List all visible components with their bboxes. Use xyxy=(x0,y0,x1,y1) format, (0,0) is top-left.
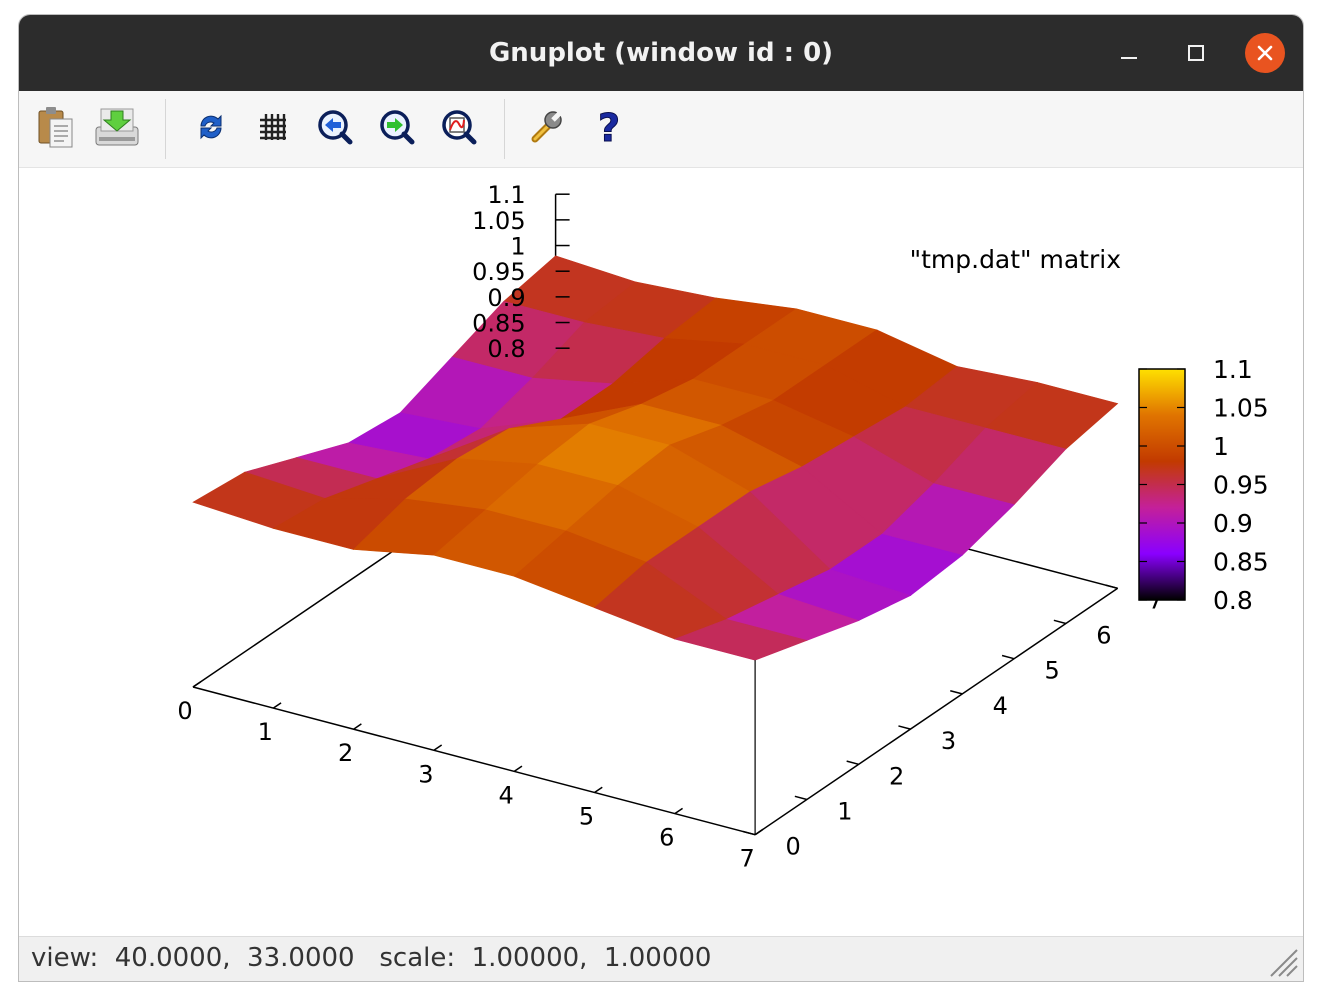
x-tick xyxy=(594,786,603,794)
export-icon xyxy=(95,108,139,146)
y-tick xyxy=(794,795,808,801)
colorbox-tick-label: 1.05 xyxy=(1213,394,1269,423)
legend-label: "tmp.dat" matrix xyxy=(910,245,1121,274)
help-button[interactable]: ? xyxy=(585,103,633,151)
z-tick-label: 0.95 xyxy=(472,258,525,286)
minimize-icon xyxy=(1121,57,1137,59)
x-tick xyxy=(353,723,362,730)
close-button[interactable] xyxy=(1245,33,1285,73)
settings-wrench-icon xyxy=(531,110,563,143)
title-bar[interactable]: Gnuplot (window id : 0) xyxy=(19,15,1303,91)
zoom-next-button[interactable] xyxy=(373,103,421,151)
toolbar-separator xyxy=(165,99,166,159)
grid-icon xyxy=(260,114,286,140)
status-bar: view: 40.0000, 33.0000 scale: 1.00000, 1… xyxy=(19,936,1303,981)
z-tick-label: 1.05 xyxy=(472,207,525,235)
surface-plot[interactable]: 01234567012345670.80.850.90.9511.051.1"t… xyxy=(19,168,1303,936)
colorbox-tick-label: 0.85 xyxy=(1213,548,1269,577)
toolbar-separator xyxy=(504,99,505,159)
z-tick-label: 0.85 xyxy=(472,310,525,338)
x-tick-label: 0 xyxy=(177,697,192,725)
zoom-next-icon xyxy=(380,110,415,145)
zoom-previous-icon xyxy=(318,110,353,145)
grid-button[interactable] xyxy=(249,103,297,151)
x-tick xyxy=(433,744,443,751)
y-tick xyxy=(742,830,756,836)
replot-button[interactable] xyxy=(187,103,235,151)
zoom-previous-button[interactable] xyxy=(311,103,359,151)
y-tick xyxy=(1001,654,1015,660)
colorbox-tick-label: 1 xyxy=(1213,432,1229,461)
y-tick xyxy=(1105,584,1118,590)
y-tick xyxy=(898,725,911,730)
svg-text:?: ? xyxy=(598,108,620,146)
settings-button[interactable] xyxy=(523,103,571,151)
status-text: view: 40.0000, 33.0000 scale: 1.00000, 1… xyxy=(31,943,712,973)
maximize-button[interactable] xyxy=(1176,33,1216,73)
autoscale-icon xyxy=(442,110,477,145)
minimize-button[interactable] xyxy=(1109,33,1149,73)
x-tick xyxy=(192,681,202,688)
x-tick-label: 7 xyxy=(739,845,754,873)
y-tick-label: 0 xyxy=(785,833,800,861)
x-tick-label: 6 xyxy=(659,824,674,852)
x-tick xyxy=(754,828,764,836)
z-tick-label: 1.1 xyxy=(487,181,525,209)
x-tick-label: 4 xyxy=(499,781,514,809)
x-axis-line xyxy=(192,686,756,836)
y-tick-label: 4 xyxy=(993,692,1008,720)
y-tick-label: 2 xyxy=(889,762,904,790)
colorbox-tick-label: 0.95 xyxy=(1213,471,1269,500)
x-tick-label: 5 xyxy=(579,803,594,831)
close-icon xyxy=(1257,45,1273,61)
surface-patch xyxy=(673,618,808,661)
window-title: Gnuplot (window id : 0) xyxy=(488,38,834,68)
maximize-icon xyxy=(1188,45,1204,61)
z-tick-label: 0.9 xyxy=(487,284,525,312)
y-tick xyxy=(1053,619,1067,625)
replot-icon xyxy=(200,114,222,140)
y-axis-line xyxy=(754,587,1119,836)
x-tick-label: 3 xyxy=(418,760,433,788)
export-button[interactable] xyxy=(93,103,141,151)
x-tick-label: 2 xyxy=(338,739,353,767)
x-tick xyxy=(674,807,683,815)
toolbar: ? xyxy=(19,91,1303,168)
x-tick xyxy=(272,702,282,709)
y-tick-label: 6 xyxy=(1096,622,1111,650)
copy-to-clipboard-button[interactable] xyxy=(33,103,81,151)
autoscale-button[interactable] xyxy=(435,103,483,151)
help-icon: ? xyxy=(597,108,620,146)
copy-to-clipboard-icon xyxy=(38,107,73,148)
gnuplot-window: Gnuplot (window id : 0) xyxy=(18,14,1304,982)
plot-area[interactable]: 01234567012345670.80.850.90.9511.051.1"t… xyxy=(19,168,1303,936)
colorbox-tick-label: 1.1 xyxy=(1213,355,1253,384)
z-tick-label: 1 xyxy=(510,233,525,261)
resize-grip-icon[interactable] xyxy=(1265,944,1299,978)
colorbox-tick-label: 0.8 xyxy=(1213,586,1253,615)
z-tick-label: 0.8 xyxy=(487,335,525,363)
y-tick-label: 3 xyxy=(941,727,956,755)
y-tick-label: 5 xyxy=(1044,657,1059,685)
y-tick-label: 1 xyxy=(837,798,852,826)
colorbox-tick-label: 0.9 xyxy=(1213,509,1253,538)
x-tick xyxy=(513,765,523,773)
y-tick xyxy=(846,760,859,766)
x-tick-label: 1 xyxy=(258,718,273,746)
y-tick xyxy=(950,690,963,695)
